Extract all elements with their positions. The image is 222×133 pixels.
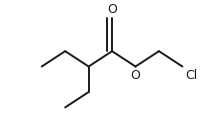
Text: O: O (107, 3, 117, 16)
Text: Cl: Cl (185, 69, 197, 82)
Text: O: O (131, 69, 141, 82)
